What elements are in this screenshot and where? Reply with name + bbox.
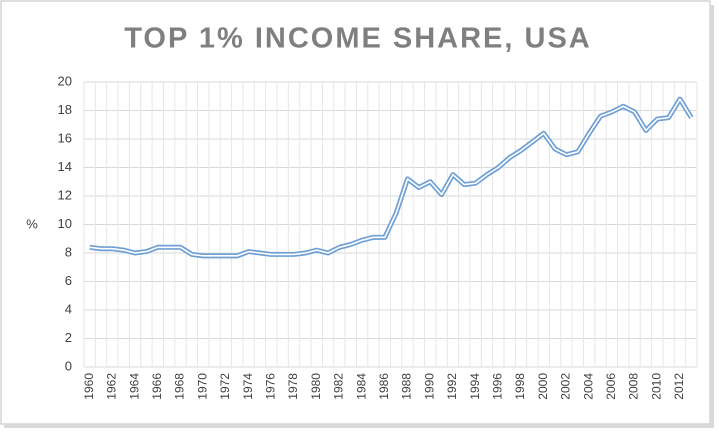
x-tick-label: 1966 bbox=[150, 373, 164, 400]
y-tick-label: 10 bbox=[58, 216, 72, 231]
x-tick-label: 1980 bbox=[309, 373, 323, 400]
x-tick-label: 1974 bbox=[241, 373, 255, 400]
y-axis-label: % bbox=[26, 216, 38, 231]
x-tick-label: 1994 bbox=[468, 373, 482, 400]
x-tick-label: 1992 bbox=[445, 373, 459, 400]
x-tick-label: 1982 bbox=[332, 373, 346, 400]
x-tick-label: 1976 bbox=[263, 373, 277, 400]
x-tick-label: 1964 bbox=[127, 373, 141, 400]
x-tick-label: 1996 bbox=[491, 373, 505, 400]
x-tick-label: 2012 bbox=[672, 373, 686, 400]
x-tick-label: 1962 bbox=[105, 373, 119, 400]
x-tick-label: 1990 bbox=[422, 373, 436, 400]
y-tick-label: 18 bbox=[58, 102, 72, 117]
x-tick-label: 2008 bbox=[627, 373, 641, 400]
x-tick-label: 1960 bbox=[82, 373, 96, 400]
x-tick-label: 1998 bbox=[513, 373, 527, 400]
x-tick-label: 1972 bbox=[218, 373, 232, 400]
y-tick-label: 16 bbox=[58, 130, 72, 145]
x-tick-label: 1978 bbox=[286, 373, 300, 400]
x-tick-label: 1986 bbox=[377, 373, 391, 400]
x-tick-label: 2002 bbox=[559, 373, 573, 400]
y-tick-label: 6 bbox=[65, 273, 72, 288]
x-tick-label: 1984 bbox=[354, 373, 368, 400]
y-tick-label: 4 bbox=[65, 301, 72, 316]
line-inner bbox=[89, 98, 693, 257]
y-tick-label: 12 bbox=[58, 187, 72, 202]
y-tick-label: 20 bbox=[58, 73, 72, 88]
x-tick-label: 1968 bbox=[173, 373, 187, 400]
x-tick-label: 2004 bbox=[581, 373, 595, 400]
y-tick-label: 14 bbox=[58, 159, 72, 174]
y-tick-label: 0 bbox=[65, 358, 72, 373]
chart-title: TOP 1% INCOME SHARE, USA bbox=[124, 23, 592, 55]
x-tick-label: 2000 bbox=[536, 373, 550, 400]
y-tick-label: 8 bbox=[65, 244, 72, 259]
shadow bbox=[4, 424, 712, 428]
shadow bbox=[710, 5, 714, 428]
frame bbox=[0, 0, 711, 425]
y-tick-label: 2 bbox=[65, 330, 72, 345]
x-tick-label: 1970 bbox=[195, 373, 209, 400]
x-tick-label: 1988 bbox=[400, 373, 414, 400]
x-tick-label: 2010 bbox=[649, 373, 663, 400]
x-tick-label: 2006 bbox=[604, 373, 618, 400]
